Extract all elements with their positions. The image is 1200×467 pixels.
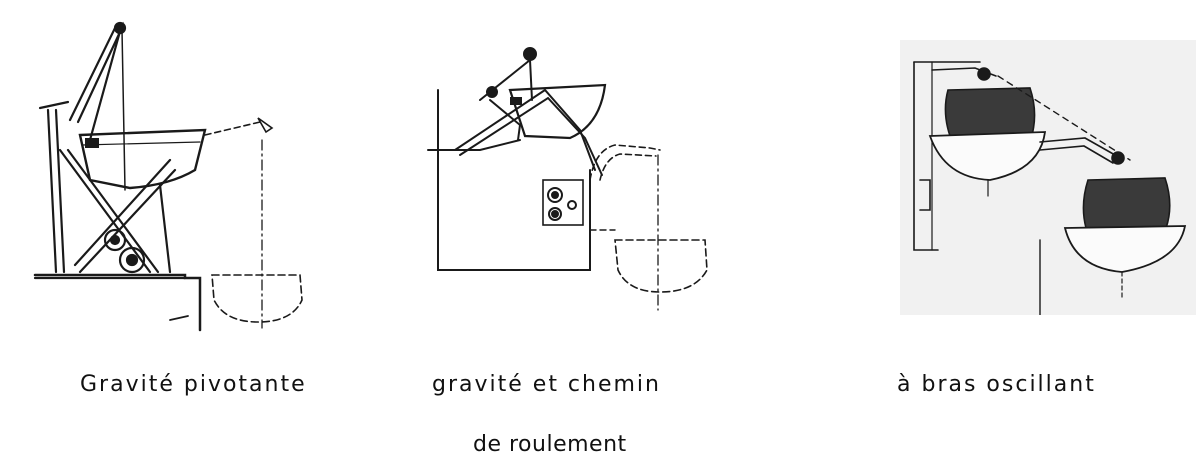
caption-gravity-track-line2: de roulement: [473, 432, 627, 457]
figure-pivoting-gravity: [20, 10, 320, 340]
gravity-track-davit-illustration: [427, 47, 708, 311]
caption-gravity-track-line1: gravité et chemin: [432, 372, 661, 397]
swinging-arm-davit-illustration: [900, 40, 1196, 315]
pivoting-gravity-davit-illustration: [33, 21, 303, 332]
caption-swinging-arm: à bras oscillant: [897, 372, 1096, 397]
caption-pivoting-gravity: Gravité pivotante: [80, 372, 307, 397]
figure-gravity-track: [420, 30, 740, 330]
figure-swinging-arm: [900, 40, 1196, 315]
